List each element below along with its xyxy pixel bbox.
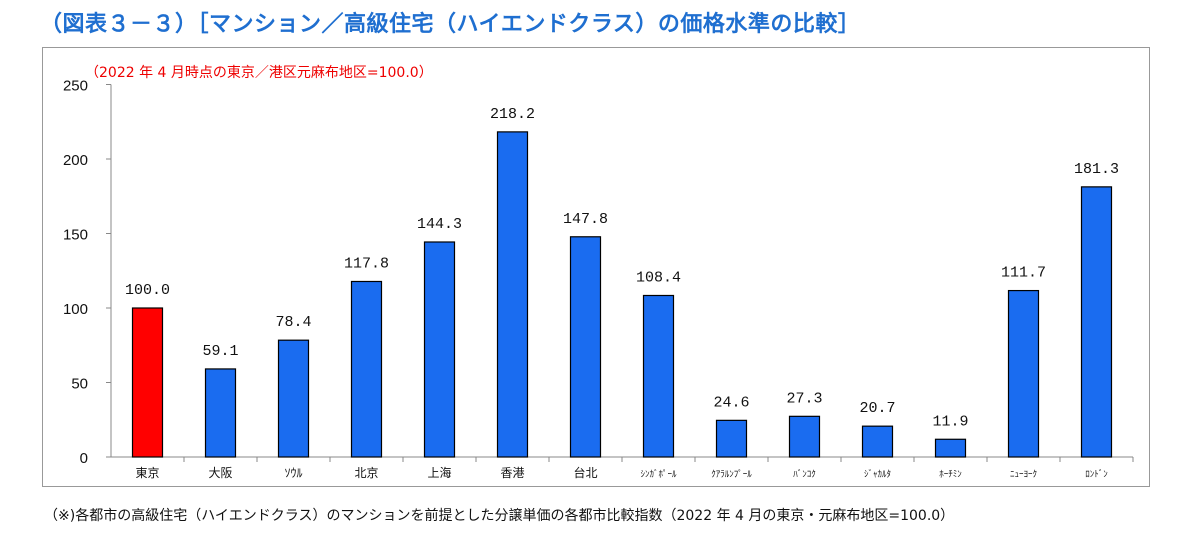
data-label: 100.0 bbox=[125, 282, 170, 299]
x-tick-label: ﾎｰﾁﾐﾝ bbox=[939, 469, 962, 480]
data-label: 24.6 bbox=[713, 394, 749, 411]
bar bbox=[1007, 289, 1040, 458]
data-label: 27.3 bbox=[786, 390, 822, 407]
data-label: 78.4 bbox=[275, 314, 311, 331]
bar bbox=[715, 419, 748, 458]
x-tick-label: 大阪 bbox=[208, 466, 232, 480]
bar bbox=[861, 425, 894, 458]
y-tick-label: 200 bbox=[63, 152, 88, 169]
data-label: 20.7 bbox=[859, 400, 895, 417]
data-label: 108.4 bbox=[636, 269, 681, 286]
bar bbox=[423, 241, 456, 458]
data-label: 218.2 bbox=[490, 106, 535, 123]
bar bbox=[204, 368, 237, 458]
chart-frame bbox=[42, 47, 1150, 487]
data-label: 117.8 bbox=[344, 255, 389, 272]
data-label: 147.8 bbox=[563, 211, 608, 228]
y-tick-label: 250 bbox=[63, 78, 88, 95]
data-label: 59.1 bbox=[202, 343, 238, 360]
x-tick-label: ｸｱﾗﾙﾝﾌﾟｰﾙ bbox=[711, 469, 752, 480]
chart-title: （図表３－３）［マンション／高級住宅（ハイエンドクラス）の価格水準の比較］ bbox=[40, 12, 861, 37]
bar bbox=[1080, 186, 1113, 458]
y-tick-label: 100 bbox=[63, 301, 88, 318]
data-label: 181.3 bbox=[1074, 161, 1119, 178]
x-tick-label: 上海 bbox=[427, 465, 451, 480]
x-tick-label: ｼﾞｬｶﾙﾀ bbox=[864, 469, 891, 480]
y-tick-label: 50 bbox=[71, 376, 88, 393]
data-label: 144.3 bbox=[417, 216, 462, 233]
x-tick-label: ﾊﾞﾝｺｸ bbox=[793, 469, 816, 480]
x-tick-label: 香港 bbox=[500, 466, 524, 480]
x-tick-label: ｼﾝｶﾞﾎﾟｰﾙ bbox=[640, 469, 677, 480]
bar bbox=[277, 339, 310, 458]
bar bbox=[569, 236, 602, 458]
bar bbox=[642, 294, 675, 458]
bar bbox=[788, 415, 821, 458]
chart-note: （2022 年 4 月時点の東京／港区元麻布地区=100.0） bbox=[85, 65, 433, 81]
footnote: （※)各都市の高級住宅（ハイエンドクラス）のマンションを前提とした分譲単価の各都… bbox=[44, 508, 955, 524]
x-tick-label: 台北 bbox=[573, 465, 597, 480]
y-tick-label: 0 bbox=[80, 450, 88, 467]
x-tick-label: 北京 bbox=[354, 466, 378, 480]
bar bbox=[934, 438, 967, 458]
data-label: 111.7 bbox=[1001, 265, 1046, 282]
bar bbox=[131, 307, 164, 458]
bar bbox=[496, 131, 529, 458]
data-label: 11.9 bbox=[932, 413, 968, 430]
x-tick-label: ﾛﾝﾄﾞﾝ bbox=[1085, 469, 1108, 480]
y-tick-label: 150 bbox=[63, 227, 88, 244]
x-tick-label: ｿｳﾙ bbox=[284, 466, 302, 480]
x-tick-label: ﾆｭｰﾖｰｸ bbox=[1010, 469, 1037, 480]
bar bbox=[350, 280, 383, 458]
x-tick-label: 東京 bbox=[135, 466, 159, 480]
